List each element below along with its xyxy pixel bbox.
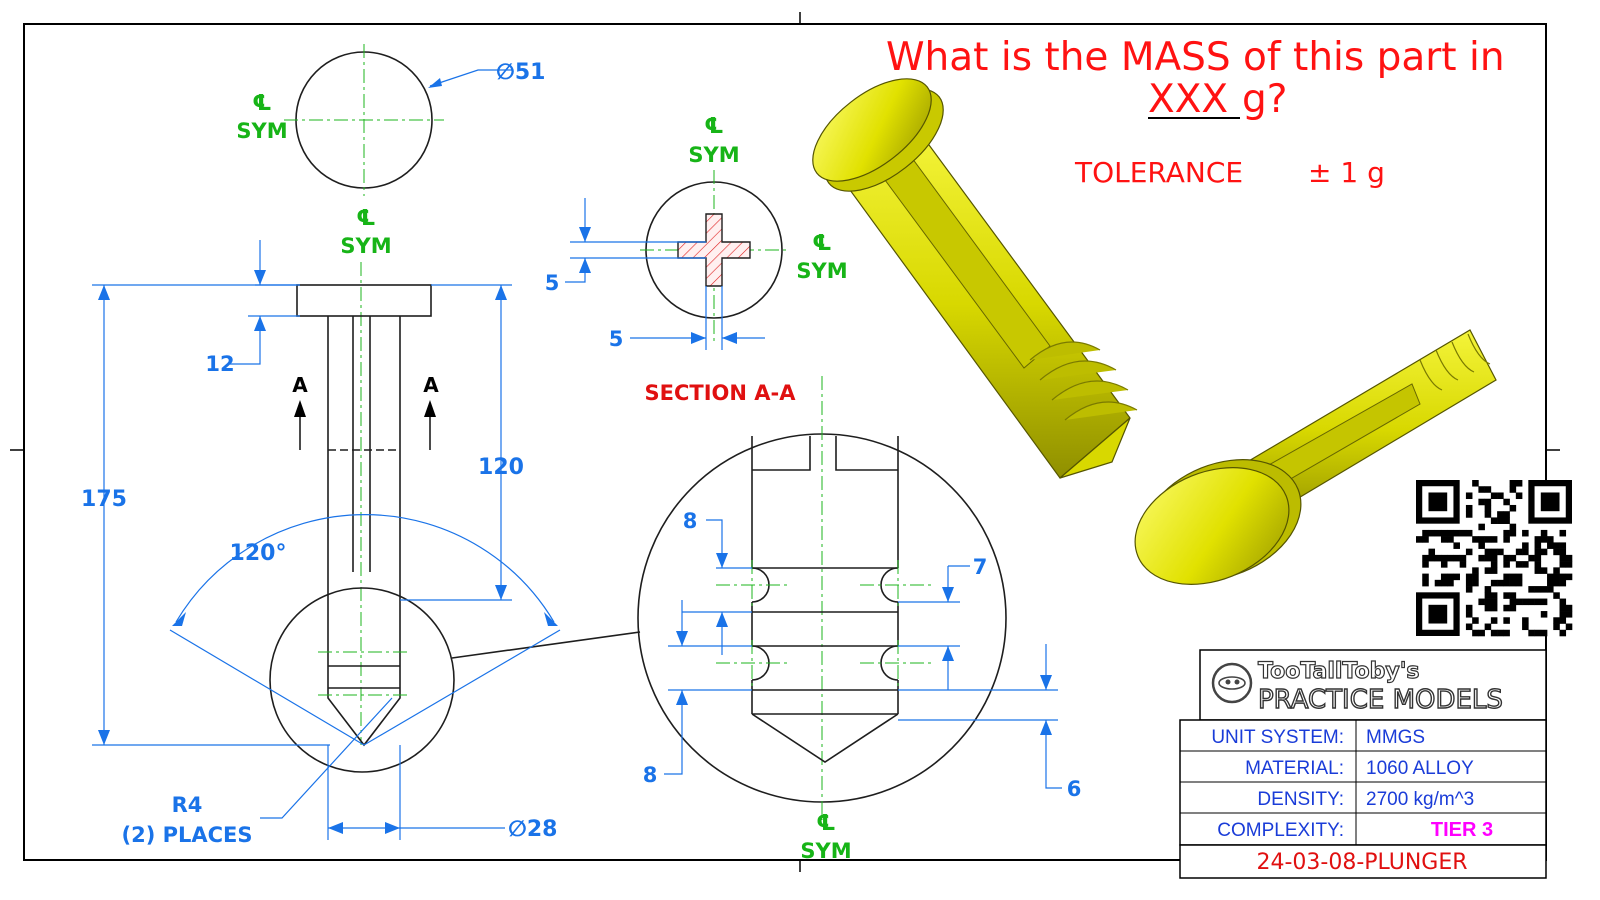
detail-view <box>637 376 1007 820</box>
cl-symbol: ℄ <box>356 206 376 231</box>
detail-dim-8-bottom: 8 <box>643 600 752 787</box>
radius-label: R4 <box>172 793 203 817</box>
top-view <box>284 44 444 196</box>
dim-12: 12 <box>205 240 300 376</box>
section-cl-sym-top: ℄ SYM <box>688 114 739 167</box>
question-line-2: g? <box>1242 77 1287 122</box>
dim-175-label: 175 <box>81 487 127 512</box>
qr-code-icon[interactable] <box>1416 480 1573 637</box>
dim-angle-120: 120° <box>169 514 561 746</box>
complexity-label: COMPLEXITY: <box>1217 820 1344 841</box>
dim-175: 175 <box>81 284 330 746</box>
detail-dim-6-label: 6 <box>1067 777 1082 801</box>
material-label: MATERIAL: <box>1245 758 1344 779</box>
cl-symbol: ℄ <box>252 91 272 116</box>
section-marker-right: A <box>423 373 439 397</box>
front-view-cl-sym: ℄ SYM <box>340 206 391 258</box>
front-view: ℄ SYM A A <box>269 206 641 773</box>
brand-top-label: TooTallToby's <box>1258 659 1420 684</box>
model-render-bottom <box>1134 329 1497 585</box>
sym-label: SYM <box>796 259 847 283</box>
detail-dim-8-bottom-label: 8 <box>643 763 658 787</box>
detail-dim-8-top-label: 8 <box>683 509 698 533</box>
question-line-1: What is the MASS of this part in <box>886 35 1505 80</box>
diameter-51-dimension: ∅51 <box>428 60 545 88</box>
detail-dim-6: 6 <box>898 644 1081 801</box>
dim-12-label: 12 <box>205 352 234 376</box>
detail-dim-7-label: 7 <box>973 555 988 579</box>
section-dim-v-label: 5 <box>545 271 560 295</box>
unit-system-value: MMGS <box>1366 727 1425 748</box>
tolerance-value: ± 1 g <box>1308 156 1385 189</box>
question-text: What is the MASS of this part in XXX g? … <box>886 35 1505 189</box>
title-block: TooTallToby's PRACTICE MODELS UNIT SYSTE… <box>1179 649 1547 879</box>
unit-system-label: UNIT SYSTEM: <box>1211 727 1344 748</box>
sym-label: SYM <box>236 119 287 143</box>
top-view-cl-sym: ℄ SYM <box>236 91 287 143</box>
dim-120: 120 <box>400 284 524 601</box>
cl-symbol: ℄ <box>816 811 836 836</box>
cl-symbol: ℄ <box>704 114 724 139</box>
dim-diameter-28-label: ∅28 <box>508 817 557 842</box>
sym-label: SYM <box>688 143 739 167</box>
dim-120-label: 120 <box>478 455 524 480</box>
sym-label: SYM <box>800 839 851 863</box>
section-dim-5-horizontal: 5 <box>609 286 765 351</box>
section-hatch-cross <box>677 213 751 287</box>
crop-marks <box>10 12 1560 872</box>
dim-angle-label: 120° <box>230 541 287 566</box>
material-value: 1060 ALLOY <box>1366 758 1474 779</box>
section-cl-sym-right: ℄ SYM <box>796 231 847 283</box>
tolerance-label: TOLERANCE <box>1074 156 1243 189</box>
part-number: 24-03-08-PLUNGER <box>1256 850 1467 875</box>
section-title: SECTION A-A <box>645 381 797 405</box>
sheet-border <box>23 23 1547 861</box>
dim-diameter-28: ∅28 <box>327 745 557 842</box>
detail-cl-sym: ℄ SYM <box>800 811 851 863</box>
diameter-51-label: ∅51 <box>496 60 545 85</box>
section-marker-left: A <box>292 373 308 397</box>
cl-symbol: ℄ <box>812 231 832 256</box>
density-label: DENSITY: <box>1257 789 1344 810</box>
brand-logo-icon <box>1211 662 1253 704</box>
detail-dim-7: 7 <box>898 555 987 690</box>
section-dim-5-vertical: 5 <box>545 198 706 295</box>
section-dim-h-label: 5 <box>609 327 624 351</box>
question-xxx: XXX <box>1148 77 1228 122</box>
radius-places-label: (2) PLACES <box>121 823 252 847</box>
model-render-top <box>812 78 1138 479</box>
complexity-value: TIER 3 <box>1431 819 1493 841</box>
radius-callout: R4 (2) PLACES <box>121 697 393 847</box>
detail-dim-8-top: 8 <box>682 509 752 655</box>
sym-label: SYM <box>340 234 391 258</box>
brand-bottom-label: PRACTICE MODELS <box>1258 685 1503 715</box>
density-value: 2700 kg/m^3 <box>1366 789 1474 810</box>
section-view: ℄ SYM ℄ SYM SECTION A-A <box>640 114 848 405</box>
